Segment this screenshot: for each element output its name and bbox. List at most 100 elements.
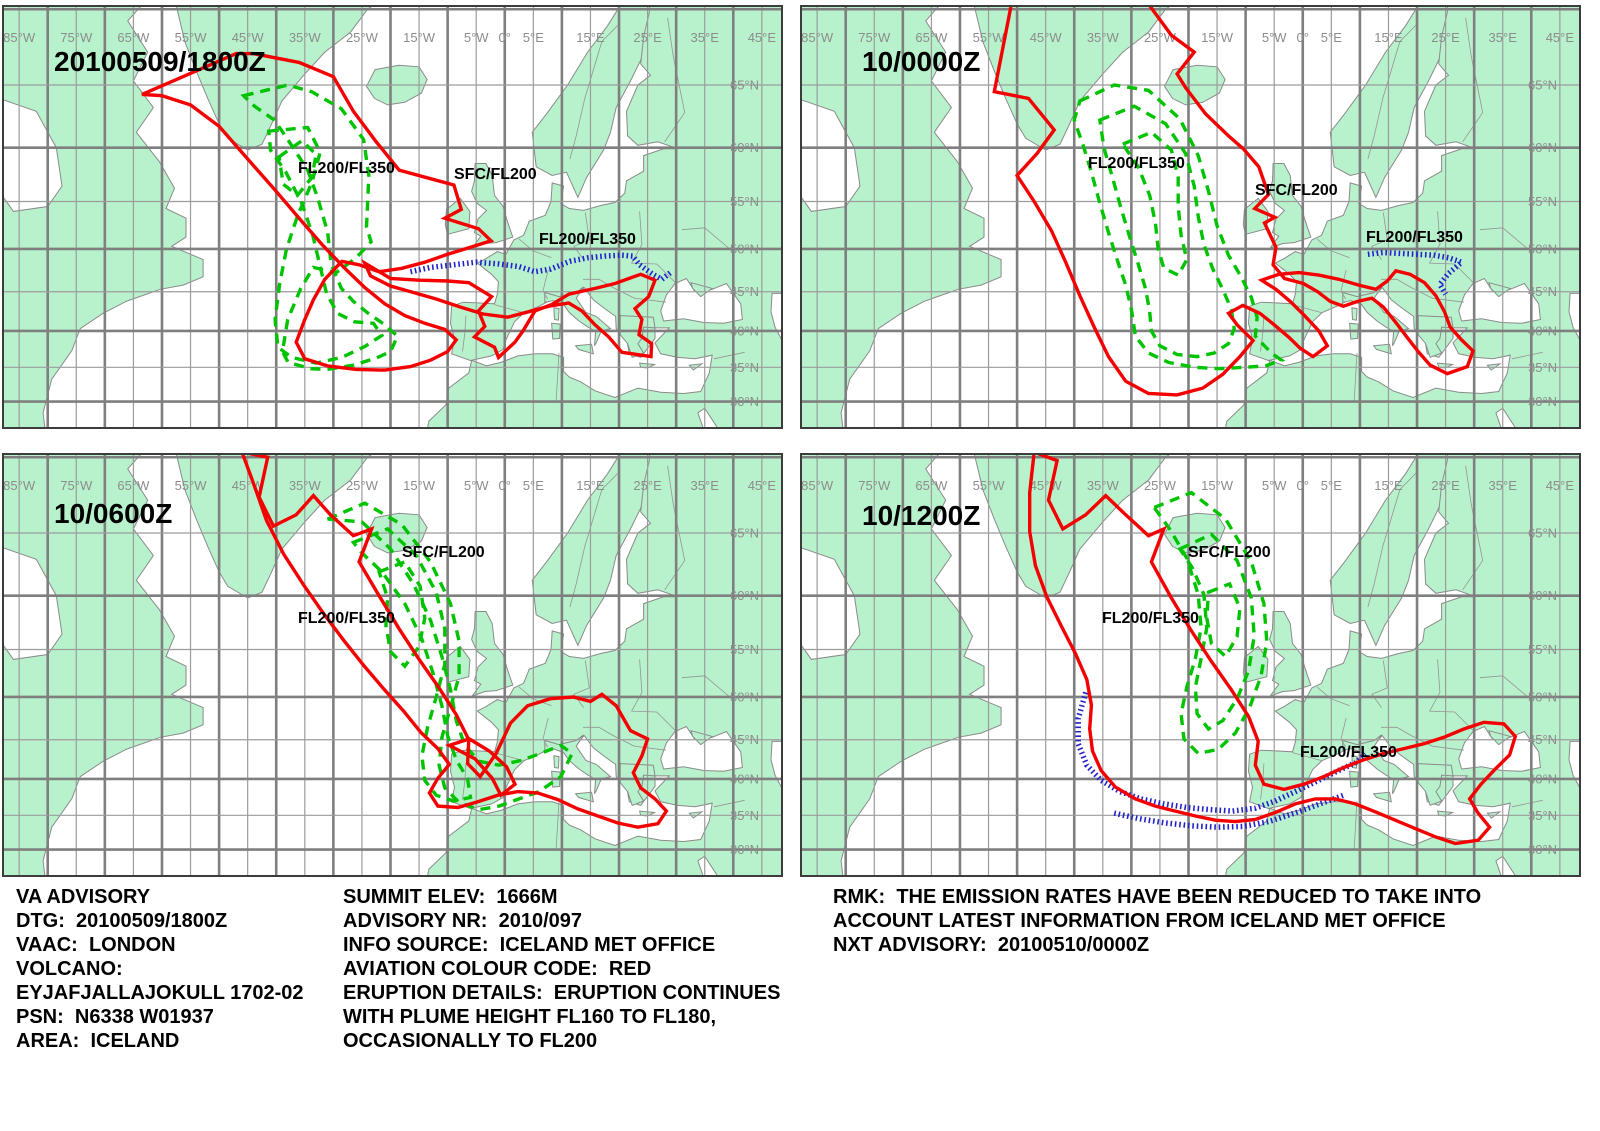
map-panel-20100509-1800z: 85°W 75°W 65°W 55°W 45°W 35°W 25°W 15°W 5°W 0° 5°E… [2, 5, 783, 429]
longitude-tick-label: 35°E [1489, 30, 1518, 45]
longitude-tick-label: 35°W [289, 30, 322, 45]
advisory-line: EYJAFJALLAJOKULL 1702-02 [16, 982, 304, 1004]
panel-title: 10/1200Z [862, 500, 980, 531]
latitude-tick-label: 40°N [730, 771, 759, 786]
ash-layer-label: SFC/FL200 [1255, 182, 1338, 199]
ash-contour-fl200-fl350 [1205, 581, 1242, 660]
country-border [542, 717, 549, 748]
ash-contour-sfc-fl200 [361, 258, 658, 361]
country-border [462, 315, 467, 352]
advisory-line: ERUPTION DETAILS: ERUPTION CONTINUES [343, 982, 781, 1004]
advisory-line: DTG: 20100509/1800Z [16, 910, 228, 932]
land-north-america [800, 5, 1002, 429]
latitude-tick-label: 60°N [730, 588, 759, 603]
panel-title: 10/0600Z [54, 498, 172, 529]
ash-contour-fl200-fl350-hatched [409, 252, 673, 283]
longitude-tick-label: 35°E [691, 30, 720, 45]
longitude-tick-label: 15°W [1201, 478, 1234, 493]
advisory-line: AVIATION COLOUR CODE: RED [343, 958, 652, 980]
latitude-tick-label: 60°N [1528, 140, 1557, 155]
longitude-tick-label: 25°W [1144, 478, 1177, 493]
longitude-tick-label: 55°W [973, 478, 1006, 493]
longitude-tick-label: 85°W [3, 478, 36, 493]
sea-red-sea [1495, 407, 1517, 429]
longitude-tick-label: 0° [1297, 30, 1309, 45]
longitude-tick-label: 25°E [633, 478, 662, 493]
country-border [569, 471, 620, 608]
longitude-tick-label: 35°W [1087, 30, 1120, 45]
longitude-tick-label: 5°E [523, 30, 544, 45]
longitude-tick-label: 35°E [691, 478, 720, 493]
land-sicily [574, 343, 594, 355]
ash-contour-fl200-fl350 [1151, 490, 1269, 756]
land-north-america [800, 453, 1002, 877]
country-border [630, 211, 677, 284]
map-panel-10-1200z: 85°W 75°W 65°W 55°W 45°W 35°W 25°W 15°W 5°W 0° 5°E… [800, 453, 1581, 877]
sea-black-sea [1458, 277, 1541, 324]
longitude-tick-label: 55°W [973, 30, 1006, 45]
ash-contour-fl200-fl350-hatched [1367, 249, 1468, 296]
longitude-tick-label: 75°W [858, 478, 891, 493]
ash-layer-label: FL200/FL350 [1088, 155, 1185, 172]
ash-contour-fl200-fl350 [350, 526, 473, 803]
country-border [1511, 351, 1543, 360]
land-sicily [1372, 343, 1392, 355]
land-north-america [2, 453, 204, 877]
longitude-tick-label: 85°W [801, 478, 834, 493]
country-border [1292, 304, 1322, 313]
advisory-column-details: SUMMIT ELEV: 1666M ADVISORY NR: 2010/097 I… [343, 885, 780, 1053]
country-border [1367, 471, 1418, 608]
advisory-line: VA ADVISORY [16, 886, 151, 908]
country-border [1511, 799, 1543, 808]
latitude-tick-label: 35°N [1528, 808, 1557, 823]
country-border [713, 799, 745, 808]
sea-black-sea [1458, 725, 1541, 772]
country-border [494, 304, 524, 313]
ash-contour-fl200-fl350 [1098, 104, 1236, 359]
country-border [630, 659, 677, 732]
country-border [1292, 752, 1322, 761]
ash-contour-fl200-fl350 [240, 83, 400, 372]
country-border [1353, 800, 1358, 849]
country-border [542, 269, 549, 300]
panel-0600z-svg: 85°W 75°W 65°W 55°W 45°W 35°W 25°W 15°W 5°W 0° 5°E… [2, 453, 783, 877]
country-border [573, 660, 590, 708]
sea-red-sea [1495, 855, 1517, 877]
longitude-tick-label: 25°E [1431, 30, 1460, 45]
map-panel-10-0000z: 85°W 75°W 65°W 55°W 45°W 35°W 25°W 15°W 5°W 0° 5°E… [800, 5, 1581, 429]
country-border [555, 352, 560, 401]
advisory-line: ADVISORY NR: 2010/097 [343, 910, 582, 932]
ash-contour-fl200-fl350 [1120, 130, 1189, 278]
latitude-tick-label: 60°N [730, 140, 759, 155]
ash-layer-label: SFC/FL200 [454, 166, 537, 183]
longitude-tick-label: 15°W [1201, 30, 1234, 45]
longitude-tick-label: 15°W [403, 478, 436, 493]
longitude-tick-label: 75°W [60, 30, 93, 45]
panel-1200z-svg: 85°W 75°W 65°W 55°W 45°W 35°W 25°W 15°W 5°W 0° 5°E… [800, 453, 1581, 877]
latitude-tick-label: 45°N [730, 732, 759, 747]
ash-layer-label: FL200/FL350 [539, 231, 636, 248]
ash-contour-fl200-fl350-hatched [1075, 691, 1368, 814]
longitude-tick-label: 75°W [858, 30, 891, 45]
longitude-tick-label: 25°W [346, 30, 379, 45]
latitude-tick-label: 30°N [730, 394, 759, 409]
longitude-tick-label: 15°E [576, 30, 605, 45]
land-greece [1417, 315, 1454, 359]
longitude-tick-label: 0° [1297, 478, 1309, 493]
advisory-line: ACCOUNT LATEST INFORMATION FROM ICELAND … [833, 910, 1446, 932]
panel-border [800, 453, 1581, 877]
longitude-tick-label: 75°W [60, 478, 93, 493]
longitude-tick-label: 65°W [117, 478, 150, 493]
latitude-tick-label: 50°N [730, 689, 759, 704]
ash-layer-label: FL200/FL350 [298, 610, 395, 627]
longitude-tick-label: 45°W [232, 30, 265, 45]
country-border [555, 800, 560, 849]
longitude-tick-label: 5°E [523, 478, 544, 493]
advisory-line: INFO SOURCE: ICELAND MET OFFICE [343, 934, 716, 956]
longitude-tick-label: 25°W [346, 478, 379, 493]
country-border [569, 23, 620, 160]
ash-contour-sfc-fl200 [141, 51, 495, 372]
land-great-britain [470, 611, 514, 698]
ash-layer-label: FL200/FL350 [1366, 229, 1463, 246]
ash-contour-sfc-fl200 [444, 737, 518, 798]
